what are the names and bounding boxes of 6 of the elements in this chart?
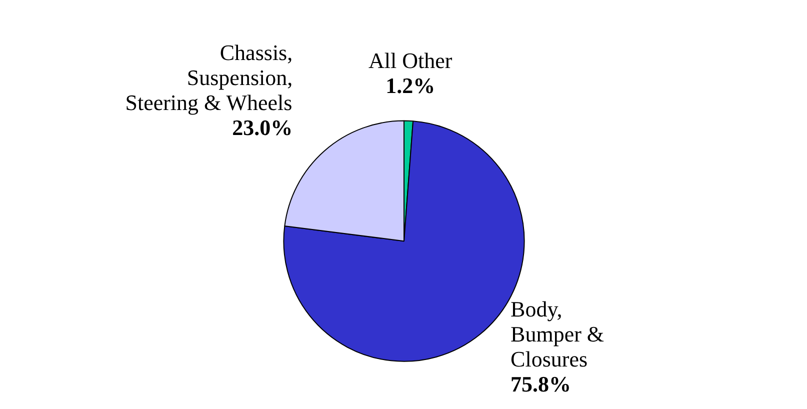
slice-label: Body, Bumper & Closures (510, 296, 604, 372)
slice-label: Chassis, Suspension, Steering & Wheels (125, 40, 293, 115)
data-label: 75.8% (510, 372, 572, 397)
slice-label: All Other (368, 48, 453, 73)
data-label: 1.2% (386, 72, 436, 98)
data-label: 23.0% (232, 114, 293, 140)
